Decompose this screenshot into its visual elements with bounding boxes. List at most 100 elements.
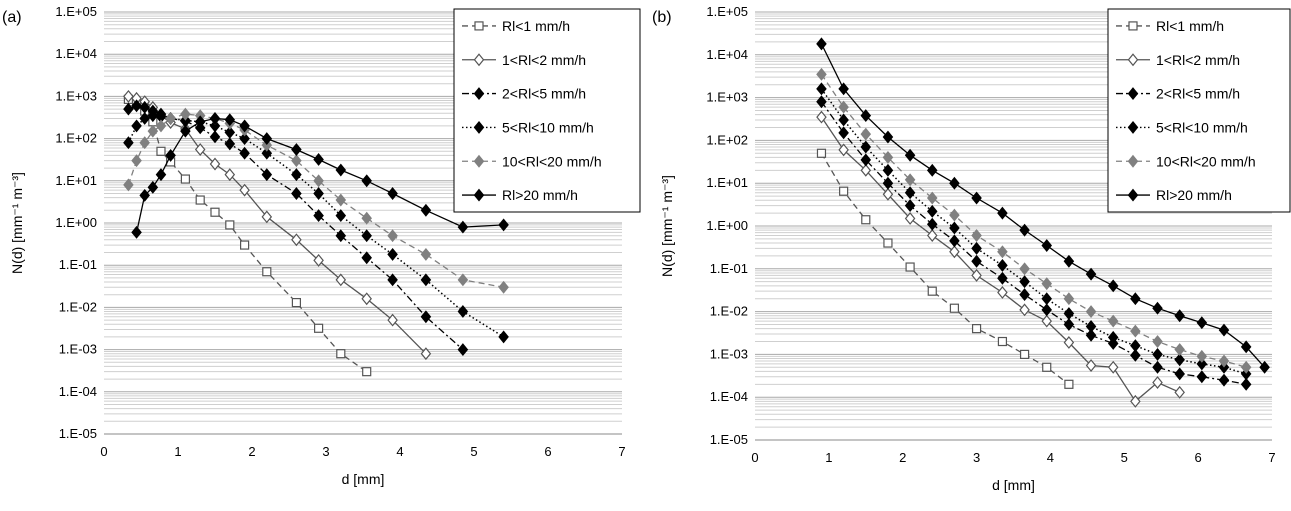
legend-label: Rl>20 mm/h	[1156, 187, 1232, 203]
data-point	[971, 268, 982, 282]
legend-label: 1<Rl<2 mm/h	[1156, 52, 1240, 68]
data-point	[239, 146, 250, 160]
data-point	[997, 336, 1008, 347]
series-line	[128, 98, 368, 373]
data-point	[336, 349, 346, 359]
data-point	[155, 119, 167, 133]
gridlines	[104, 11, 622, 435]
y-tick-label: 1.E+01	[55, 173, 97, 188]
data-point	[420, 247, 432, 261]
data-point	[361, 174, 372, 188]
data-point	[949, 303, 960, 313]
data-point	[156, 146, 166, 156]
data-point	[261, 146, 273, 160]
legend-label: 10<Rl<20 mm/h	[502, 153, 602, 169]
data-point	[457, 220, 469, 234]
data-point	[139, 136, 150, 150]
data-point	[362, 367, 372, 377]
data-point	[1085, 359, 1097, 372]
data-point	[139, 188, 150, 202]
data-point	[498, 280, 509, 294]
y-axis-title: N(d) [mm⁻¹ m⁻³]	[9, 172, 25, 274]
data-point	[860, 153, 872, 167]
y-tick-label: 1.E-05	[59, 426, 97, 441]
data-point	[123, 178, 134, 192]
x-axis-title: d [mm]	[342, 471, 385, 487]
data-point	[387, 187, 398, 200]
data-point	[1085, 328, 1097, 342]
data-point	[1107, 330, 1119, 344]
data-point	[498, 218, 509, 232]
data-point	[1259, 360, 1270, 374]
data-point	[261, 210, 273, 224]
legend-marker	[473, 53, 485, 67]
data-point	[335, 273, 347, 287]
y-tick-label: 1.E-02	[59, 299, 97, 314]
data-point	[949, 208, 960, 222]
y-tick-label: 1.E+05	[706, 4, 748, 19]
data-point	[1152, 376, 1163, 389]
data-point	[147, 109, 159, 123]
y-tick-label: 1.E+01	[706, 175, 748, 190]
y-tick-label: 1.E+03	[706, 90, 748, 105]
data-point	[838, 143, 849, 157]
legend-marker	[473, 154, 485, 168]
legend-marker	[1128, 21, 1138, 31]
data-point	[861, 215, 871, 225]
x-tick-label: 4	[396, 444, 403, 459]
legend-label: 2<Rl<5 mm/h	[1156, 86, 1240, 102]
y-tick-label: 1.E+02	[55, 131, 97, 146]
data-point	[291, 154, 302, 168]
x-axis-title: d [mm]	[992, 477, 1035, 493]
data-point	[147, 180, 159, 194]
panel-a: 1.E-05 1.E-04 1.E-03 1.E-02 1.E-01 1.E+00 1.E+…	[2, 4, 641, 487]
data-point	[195, 195, 205, 205]
data-point	[387, 313, 398, 327]
legend-marker	[1127, 188, 1139, 202]
data-point	[313, 253, 324, 267]
data-point	[1064, 379, 1074, 389]
data-point	[883, 238, 893, 248]
data-point	[860, 109, 872, 123]
data-point	[816, 95, 827, 109]
data-point	[261, 132, 273, 146]
y-axis-title: N(d) [mm⁻¹ m⁻³]	[659, 175, 675, 277]
data-point	[1152, 301, 1163, 315]
data-point	[1174, 353, 1185, 367]
data-point	[314, 323, 324, 333]
data-point	[1019, 349, 1030, 359]
data-point	[904, 148, 916, 162]
data-point	[1041, 239, 1053, 252]
data-point	[949, 176, 960, 190]
data-point	[165, 112, 176, 125]
data-point	[180, 124, 191, 138]
data-point	[209, 119, 221, 133]
data-point	[1196, 357, 1208, 371]
data-point	[1019, 223, 1030, 237]
data-point	[1041, 292, 1053, 306]
data-point	[1063, 336, 1075, 349]
data-point	[997, 271, 1008, 285]
data-point	[926, 204, 938, 218]
legend-box	[1107, 8, 1291, 213]
data-point	[239, 119, 250, 133]
data-point	[1174, 367, 1185, 381]
legend-label: Rl>20 mm/h	[502, 187, 578, 203]
data-point	[291, 233, 302, 247]
y-tick-label: 1.E-01	[59, 257, 97, 272]
data-point	[1019, 288, 1030, 302]
y-tick-label: 1.E+04	[706, 47, 748, 62]
data-point	[291, 297, 301, 308]
data-point	[1152, 347, 1163, 361]
data-point	[816, 148, 827, 158]
data-point	[361, 292, 372, 306]
data-point	[839, 186, 849, 196]
data-point	[1240, 360, 1252, 374]
x-tick-label: 6	[1195, 450, 1202, 465]
data-point	[194, 143, 206, 157]
data-point	[361, 229, 372, 243]
data-point	[997, 286, 1008, 299]
data-point	[816, 37, 827, 51]
data-point	[997, 206, 1008, 220]
